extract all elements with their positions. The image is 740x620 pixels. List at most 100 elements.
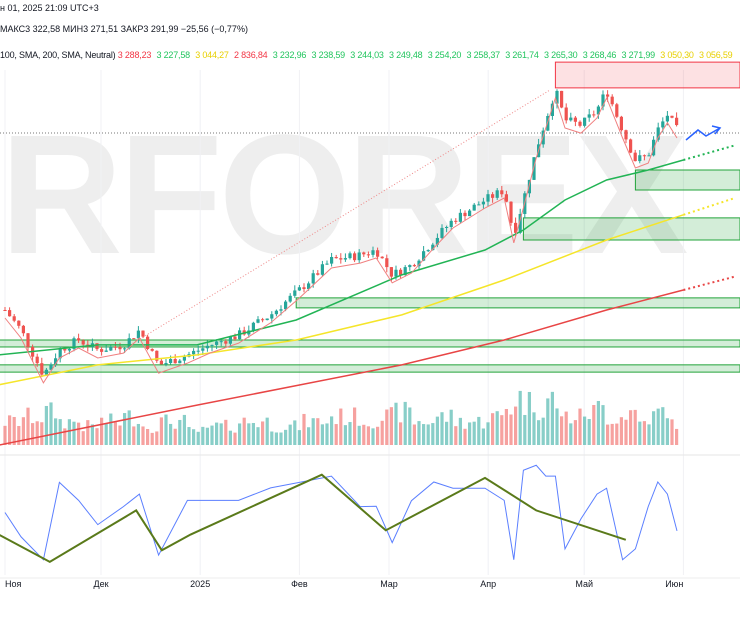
resistance-zone (554, 61, 740, 89)
candle-body (518, 213, 522, 233)
volume-bar (104, 423, 108, 445)
x-tick-label: Май (575, 579, 593, 589)
volume-bar (500, 415, 504, 445)
candle-body (118, 347, 122, 350)
candle-body (417, 260, 421, 267)
candle-body (100, 349, 104, 352)
volume-bar (647, 424, 651, 445)
x-tick-label: 2025 (190, 579, 210, 589)
candle-body (449, 220, 453, 227)
candle-body (12, 316, 16, 321)
ma-projection (683, 196, 736, 216)
candle-body (633, 152, 637, 162)
volume-bar (518, 390, 522, 445)
candle-body (274, 310, 278, 315)
volume-bar (376, 426, 380, 445)
candle-body (293, 290, 297, 296)
candle-body (67, 348, 71, 351)
volume-bar (606, 424, 610, 445)
volume-bar (477, 416, 481, 445)
volume-bar (587, 419, 591, 445)
candle-body (527, 179, 531, 194)
volume-bar (67, 419, 71, 445)
indicator-value: 3 244,03 (350, 50, 384, 60)
candle-body (132, 338, 136, 340)
volume-bar (215, 422, 219, 445)
candle-body (192, 350, 196, 355)
candle-body (481, 201, 485, 205)
candle-body (63, 348, 67, 351)
volume-bar (159, 417, 163, 445)
candle-body (256, 319, 260, 323)
volume-bar (233, 432, 237, 445)
candle-body (178, 360, 182, 364)
volume-bar (311, 418, 315, 445)
volume-bar (81, 431, 85, 445)
volume-bar (569, 423, 573, 445)
candle-body (592, 114, 596, 116)
candle-body (353, 253, 357, 261)
candle-body (569, 117, 573, 121)
volume-bar (238, 423, 242, 445)
volume-bar (371, 428, 375, 445)
volume-bar (95, 428, 99, 445)
volume-bar (592, 405, 596, 445)
volume-bar (426, 424, 430, 445)
volume-bar (468, 422, 472, 445)
volume-bar (21, 417, 25, 445)
volume-bar (123, 413, 127, 445)
indicator-params: 100, SMA, 200, SMA, Neutral) (0, 50, 116, 60)
volume-bar (633, 409, 637, 445)
candle-body (81, 340, 85, 345)
indicator-value: 3 227,58 (156, 50, 191, 60)
candle-body (380, 256, 384, 259)
moving-average-line (0, 159, 684, 356)
volume-bar (302, 413, 306, 445)
candle-body (205, 345, 209, 349)
volume-bar (141, 426, 145, 445)
candle-body (357, 252, 361, 261)
candle-body (173, 359, 177, 364)
volume-bar (17, 425, 21, 445)
volume-bar (35, 421, 39, 445)
candle-body (196, 350, 200, 352)
candle-body (606, 94, 610, 97)
volume-bar (573, 420, 577, 445)
indicator-value: 3 258,37 (466, 50, 501, 60)
support-zone (0, 364, 740, 373)
volume-bar (136, 423, 140, 445)
volume-bar (366, 426, 370, 445)
volume-bar (297, 430, 301, 445)
indicator-value: 3 268,46 (582, 50, 617, 60)
candle-body (615, 104, 619, 117)
volume-bar (389, 407, 393, 445)
candle-body (647, 155, 651, 157)
candle-body (399, 269, 403, 275)
candle-body (17, 320, 21, 326)
volume-bar (514, 406, 518, 445)
candle-body (228, 336, 232, 344)
indicator-value: 3 288,23 (117, 50, 152, 60)
candle-body (440, 227, 444, 238)
volume-bar (555, 408, 559, 445)
candle-body (21, 325, 25, 334)
volume-bar (504, 408, 508, 445)
candle-body (642, 155, 646, 157)
volume-bar (256, 427, 260, 445)
candle-body (201, 348, 205, 351)
volume-bar (77, 422, 81, 445)
volume-bar (293, 420, 297, 445)
watermark-logo: RFOREX (0, 100, 688, 290)
volume-bar (247, 423, 251, 445)
volume-bar (12, 416, 16, 445)
candle-body (578, 121, 582, 126)
volume-bar (601, 405, 605, 445)
volume-bar (219, 423, 223, 445)
volume-bar (670, 419, 674, 445)
volume-bar (472, 421, 476, 445)
candle-body (468, 210, 472, 217)
volume-bar (491, 413, 495, 445)
candle-body (431, 244, 435, 251)
candle-body (164, 363, 168, 365)
